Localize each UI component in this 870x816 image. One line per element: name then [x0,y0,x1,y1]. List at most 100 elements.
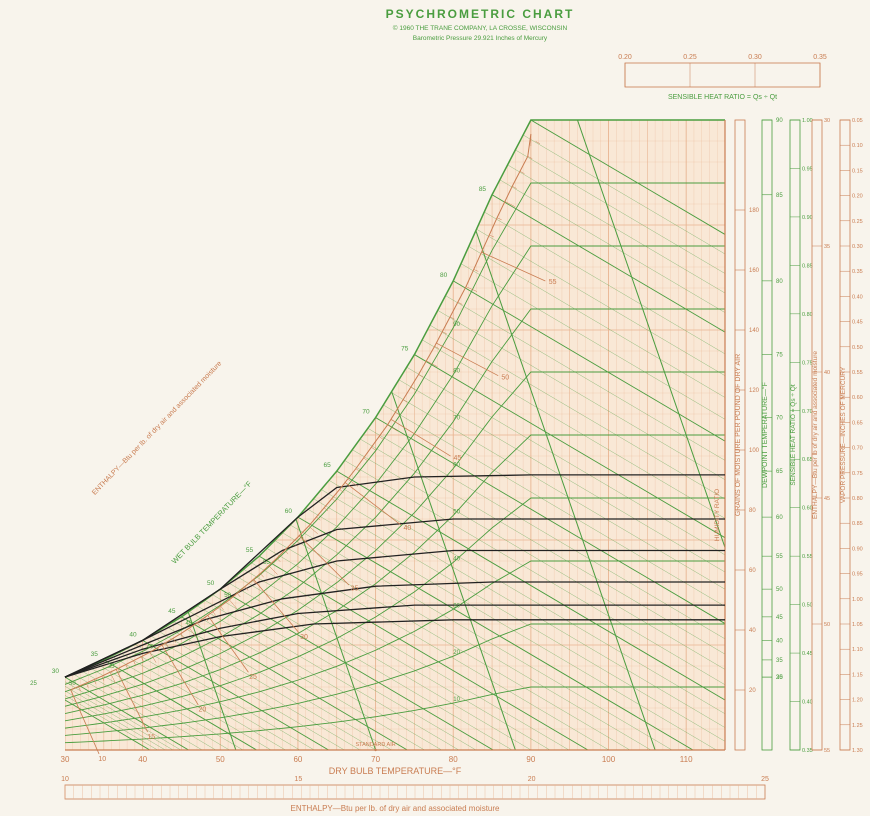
right-rail-tick: 0.95 [852,572,863,578]
right-rail-tick: 0.55 [802,554,813,560]
enthalpy-tick: 15 [147,734,155,741]
grains-tick: 160 [749,268,760,274]
right-rail-tick: 0.95 [802,166,813,172]
right-rail-tick: 0.85 [802,263,813,269]
rh-label: 10 [453,697,460,703]
grains-tick: 100 [749,448,760,454]
drybulb-tick: 70 [371,755,380,764]
right-rail-tick: 0.70 [852,446,863,452]
wb-inner-tick: 35 [108,664,115,670]
right-rail-tick: 0.65 [852,420,863,426]
drybulb-tick: 80 [449,755,458,764]
right-rail-tick: 0.80 [852,496,863,502]
dewpoint-tick: 80 [776,279,783,285]
right-rail-label: ENTHALPY—Btu per lb of dry air and assoc… [812,351,819,519]
dewpoint-tick: 70 [776,416,783,422]
wetbulb-tick: 40 [129,631,137,638]
grains-tick: 80 [749,508,756,514]
right-rail-tick: 0.45 [852,320,863,326]
wetbulb-tick: 55 [246,547,254,554]
rh-label: 30 [453,603,460,609]
right-rail-tick: 1.20 [852,698,863,704]
dewpoint-tick: 35 [776,658,783,664]
humidity-ratio-label: HUMIDITY RATIO [714,489,721,541]
shr-box-label: SENSIBLE HEAT RATIO = Qs ÷ Qt [668,94,777,101]
dewpoint-label: DEWPOINT TEMPERATURE—°F [761,382,769,488]
wetbulb-tick: 35 [91,651,99,658]
shr-tick: 0.30 [748,54,762,61]
right-rail-tick: 40 [824,370,830,376]
right-rail-tick: 0.90 [802,215,813,221]
right-rail-label: SENSIBLE HEAT RATIO = Qs ÷ Qt [790,384,797,485]
right-rail-tick: 1.00 [852,597,863,603]
right-rail-tick: 35 [824,244,830,250]
right-rail-tick: 0.10 [852,143,863,149]
right-rail-tick: 0.05 [852,118,863,124]
wetbulb-tick: 70 [362,409,370,416]
right-rail-tick: 0.15 [852,168,863,174]
dewpoint-tick: 60 [776,515,783,521]
right-rail-tick: 0.55 [852,370,863,376]
right-rail-tick: 0.45 [802,651,813,657]
drybulb-axis-label: DRY BULB TEMPERATURE—°F [329,766,462,776]
right-rail-tick: 0.80 [802,312,813,318]
grains-tick: 60 [749,568,756,574]
right-rail-tick: 0.50 [802,603,813,609]
shr-tick: 0.20 [618,54,632,61]
right-rail-tick: 0.25 [852,219,863,225]
enthalpy-tick: 25 [249,674,257,681]
drybulb-tick: 90 [526,755,535,764]
dewpoint-tick: 50 [776,587,783,593]
right-rail-tick: 0.85 [852,521,863,527]
dewpoint-tick: 85 [776,193,783,199]
right-rail-tick: 50 [824,622,830,628]
right-rail-tick: 0.30 [852,244,863,250]
grains-tick: 120 [749,388,760,394]
right-rail-tick: 0.20 [852,194,863,200]
wb-inner-tick: 50 [224,593,231,599]
drybulb-tick: 30 [61,755,70,764]
dewpoint-tick: 90 [776,118,783,124]
shr-tick: 0.35 [813,54,827,61]
right-rail-tick: 0.50 [852,345,863,351]
chart-title: PSYCHROMETRIC CHART [386,7,575,21]
bottom-enthalpy-tick: 25 [761,776,769,783]
wb-inner-tick: 30 [69,681,76,687]
right-rail-tick: 0.90 [852,546,863,552]
drybulb-tick: 50 [216,755,225,764]
wetbulb-tick: 65 [324,462,332,469]
enthalpy-tick: 45 [453,455,461,462]
enthalpy-tick: 40 [403,525,411,532]
dewpoint-tick: 75 [776,353,783,359]
rh-label: 60 [453,463,460,469]
right-rail-tick: 1.25 [852,723,863,729]
grains-tick: 140 [749,328,760,334]
rh-label: 20 [453,650,460,656]
wb-inner-tick: 45 [185,621,192,627]
right-rail-tick: 1.30 [852,748,863,754]
enthalpy-tick: 30 [300,634,308,641]
rh-label: 90 [453,322,460,328]
right-rail-tick: 30 [824,118,830,124]
dewpoint-tick: 45 [776,615,783,621]
grains-tick: 180 [749,208,760,214]
chart-copyright: © 1960 THE TRANE COMPANY, LA CROSSE, WIS… [393,24,568,32]
right-rail-tick: 0.35 [852,269,863,275]
enthalpy-tick: 50 [501,374,509,381]
right-rail-tick: 0.40 [802,700,813,706]
right-rail-tick: 0.35 [802,748,813,754]
wetbulb-tick: 30 [52,668,60,675]
wb-inner-tick: 40 [147,644,154,650]
grains-label: GRAINS OF MOISTURE PER POUND OF DRY AIR [735,354,742,516]
rh-label: 40 [453,556,460,562]
dewpoint-tick: 30 [776,675,783,681]
grains-tick: 20 [749,688,756,694]
right-rail-tick: 1.00 [802,118,813,124]
wetbulb-tick: 80 [440,272,448,279]
wetbulb-tick: 60 [285,508,293,515]
right-rail-label: VAPOR PRESSURE—INCHES OF MERCURY [840,366,847,503]
right-rail-tick: 55 [824,748,830,754]
right-rail-tick: 0.40 [852,294,863,300]
wetbulb-tick: 75 [401,346,409,353]
enthalpy-tick: 35 [351,586,359,593]
